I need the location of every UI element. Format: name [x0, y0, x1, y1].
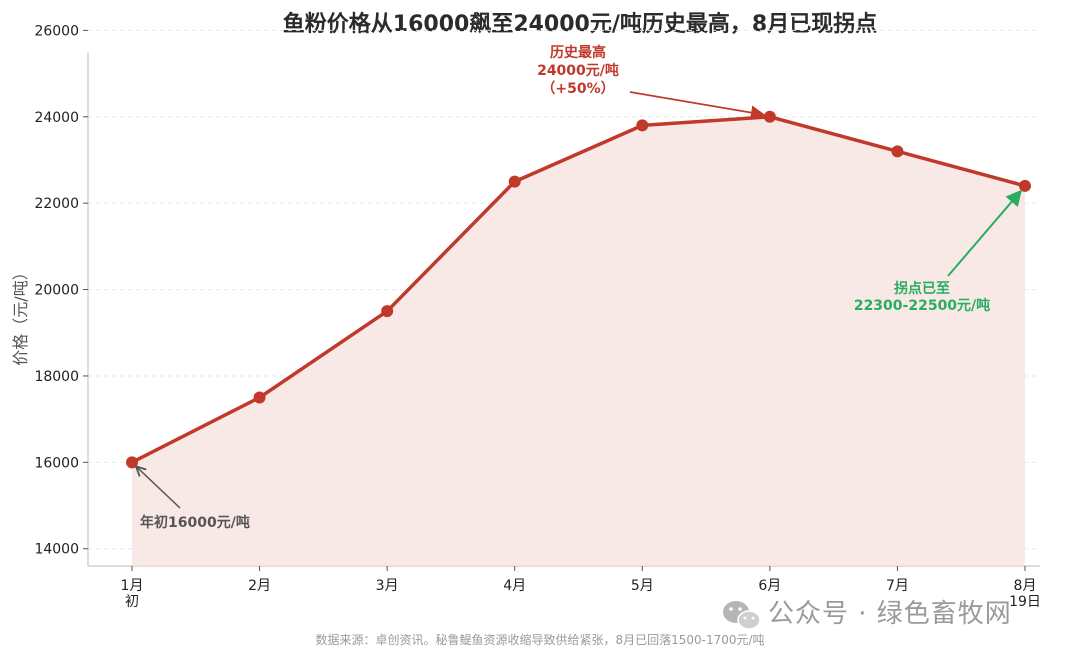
data-point — [1019, 179, 1031, 192]
watermark-text: 公众号 · 绿色畜牧网 — [768, 599, 1012, 629]
watermark: 公众号 · 绿色畜牧网 — [723, 599, 1012, 630]
annotation-inflection-arrow — [947, 189, 1023, 277]
y-tick-label: 16000 — [34, 455, 79, 471]
annotation-peak-line1: 历史最高 — [550, 44, 606, 61]
data-point — [636, 119, 649, 132]
wechat-icon — [723, 601, 761, 630]
area-fill — [132, 116, 1025, 567]
chart-title: 鱼粉价格从16000飙至24000元/吨历史最高，8月已现拐点 — [283, 11, 877, 37]
annotation-start: 年初16000元/吨 — [136, 466, 250, 531]
x-tick-label: 5月 — [631, 578, 654, 594]
annotation-peak: 历史最高 24000元/吨 （+50%） — [537, 44, 766, 120]
annotation-start-arrow — [136, 466, 181, 509]
x-tick-label: 4月 — [503, 578, 526, 594]
x-tick-label: 2月 — [248, 578, 271, 594]
x-tick-label: 6月 — [758, 578, 781, 594]
data-point — [763, 110, 776, 123]
y-axis-label: 价格（元/吨） — [11, 264, 30, 365]
y-tick-label: 18000 — [34, 369, 79, 385]
x-tick-label-sub: 19日 — [1009, 594, 1041, 610]
source-note: 数据来源：卓创资讯。秘鲁鳀鱼资源收缩导致供给紧张，8月已回落1500-1700元… — [315, 632, 764, 647]
y-tick-label: 22000 — [34, 196, 79, 212]
y-ticks: 14000 16000 18000 20000 22000 24000 26000 — [34, 23, 88, 558]
x-tick-label: 8月 — [1014, 578, 1037, 594]
annotation-peak-line3: （+50%） — [541, 81, 614, 97]
data-point — [253, 391, 266, 404]
annotation-peak-line2: 24000元/吨 — [537, 62, 619, 79]
x-tick-label-sub: 初 — [125, 593, 139, 610]
y-tick-label: 24000 — [34, 110, 79, 126]
annotation-inflection-line2: 22300-22500元/吨 — [854, 297, 990, 314]
series-line — [131, 115, 1026, 464]
data-point — [508, 175, 521, 188]
annotation-peak-arrow — [629, 91, 766, 120]
x-tick-label: 1月 — [121, 578, 144, 594]
annotation-inflection-line1: 拐点已至 — [894, 280, 950, 297]
annotation-start-line1: 年初16000元/吨 — [140, 514, 250, 531]
x-tick-label: 3月 — [376, 578, 399, 594]
y-tick-label: 14000 — [34, 542, 79, 558]
data-point — [891, 145, 904, 158]
x-tick-label: 7月 — [886, 578, 909, 594]
y-tick-label: 20000 — [34, 283, 79, 299]
annotation-inflection: 拐点已至 22300-22500元/吨 — [854, 189, 1023, 314]
data-point — [381, 305, 394, 318]
y-tick-label: 26000 — [34, 23, 79, 39]
